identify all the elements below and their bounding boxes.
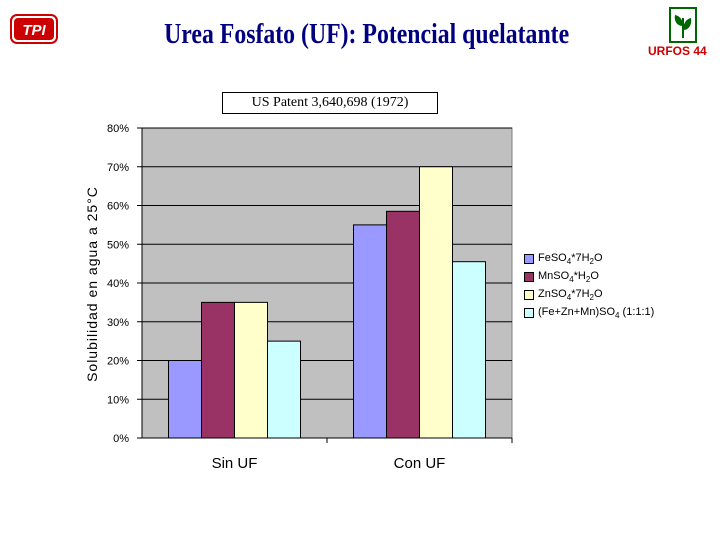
y-tick-label: 0% — [113, 433, 129, 445]
y-tick-label: 40% — [107, 278, 129, 290]
legend-swatch — [524, 272, 534, 282]
legend-swatch — [524, 308, 534, 318]
y-tick-label: 70% — [107, 162, 129, 174]
urfos-logo: URFOS 44 — [648, 6, 712, 58]
legend-label: FeSO4*7H2O — [538, 252, 603, 266]
y-tick-label: 60% — [107, 201, 129, 213]
y-tick-label: 50% — [107, 239, 129, 251]
legend-swatch — [524, 290, 534, 300]
page-title: Urea Fosfato (UF): Potencial quelatante — [164, 18, 570, 50]
legend-item: (Fe+Zn+Mn)SO4 (1:1:1) — [524, 304, 714, 322]
x-tick-label: Con UF — [394, 455, 446, 472]
legend-item: ZnSO4*7H2O — [524, 286, 714, 304]
bar — [201, 301, 235, 439]
bar — [419, 166, 453, 439]
legend-label: ZnSO4*7H2O — [538, 288, 603, 302]
y-tick-label: 20% — [107, 356, 129, 368]
logo-right-text: URFOS 44 — [648, 44, 707, 58]
y-tick-label: 10% — [107, 394, 129, 406]
legend-item: MnSO4*H2O — [524, 268, 714, 286]
bar — [452, 261, 486, 439]
tpi-logo: TPI — [10, 14, 58, 44]
legend-swatch — [524, 254, 534, 264]
bar — [353, 224, 387, 439]
leaf-icon — [669, 7, 697, 43]
logo-left-text: TPI — [22, 22, 46, 39]
legend-label: (Fe+Zn+Mn)SO4 (1:1:1) — [538, 306, 655, 320]
legend-item: FeSO4*7H2O — [524, 250, 714, 268]
x-tick-label: Sin UF — [212, 455, 258, 472]
bar — [267, 340, 301, 439]
y-tick-label: 30% — [107, 317, 129, 329]
bar — [168, 360, 202, 439]
chart-legend: FeSO4*7H2O MnSO4*H2O ZnSO4*7H2O (Fe+Zn+Mn)S… — [524, 250, 714, 322]
y-tick-label: 80% — [107, 123, 129, 135]
bar — [386, 210, 420, 439]
bar — [234, 301, 268, 439]
legend-label: MnSO4*H2O — [538, 270, 599, 284]
patent-label: US Patent 3,640,698 (1972) — [222, 92, 438, 114]
